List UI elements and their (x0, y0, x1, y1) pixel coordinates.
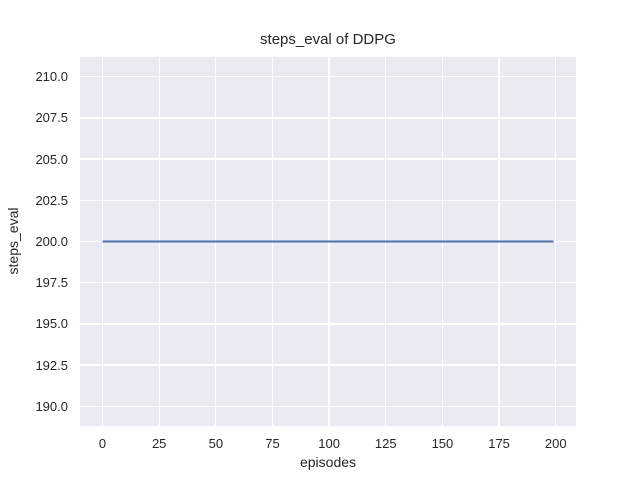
y-gridline (80, 199, 576, 201)
y-tick-label: 197.5 (35, 275, 68, 291)
y-tick-label: 190.0 (35, 398, 68, 414)
y-gridline (80, 323, 576, 325)
x-tick-label: 50 (208, 436, 224, 451)
x-tick-label: 0 (98, 436, 107, 451)
x-axis-label: episodes (299, 454, 357, 470)
x-tick-label: 75 (265, 436, 280, 451)
y-tick-label: 200.0 (35, 234, 68, 249)
y-gridline (80, 117, 576, 119)
plot-svg (102, 240, 554, 243)
y-gridline (80, 364, 576, 366)
x-tick-label: 125 (374, 436, 397, 451)
y-tick-label: 195.0 (35, 316, 68, 332)
x-tick-label: 25 (151, 436, 167, 451)
x-tick-label: 100 (318, 436, 340, 451)
x-tick-label: 150 (431, 436, 454, 451)
y-tick-label: 205.0 (35, 151, 68, 167)
plot-area (80, 57, 576, 426)
y-tick-label: 202.5 (35, 192, 68, 208)
y-tick-label: 210.0 (35, 69, 68, 85)
x-tick-label: 175 (488, 436, 510, 451)
chart-title: steps_eval of DDPG (260, 31, 396, 48)
y-tick-label: 207.5 (35, 110, 68, 126)
y-tick-label: 192.5 (35, 357, 68, 373)
y-gridline (80, 405, 576, 407)
y-gridline (80, 76, 576, 78)
y-gridline (80, 282, 576, 284)
y-gridline (80, 158, 576, 160)
x-tick-label: 200 (544, 436, 567, 451)
